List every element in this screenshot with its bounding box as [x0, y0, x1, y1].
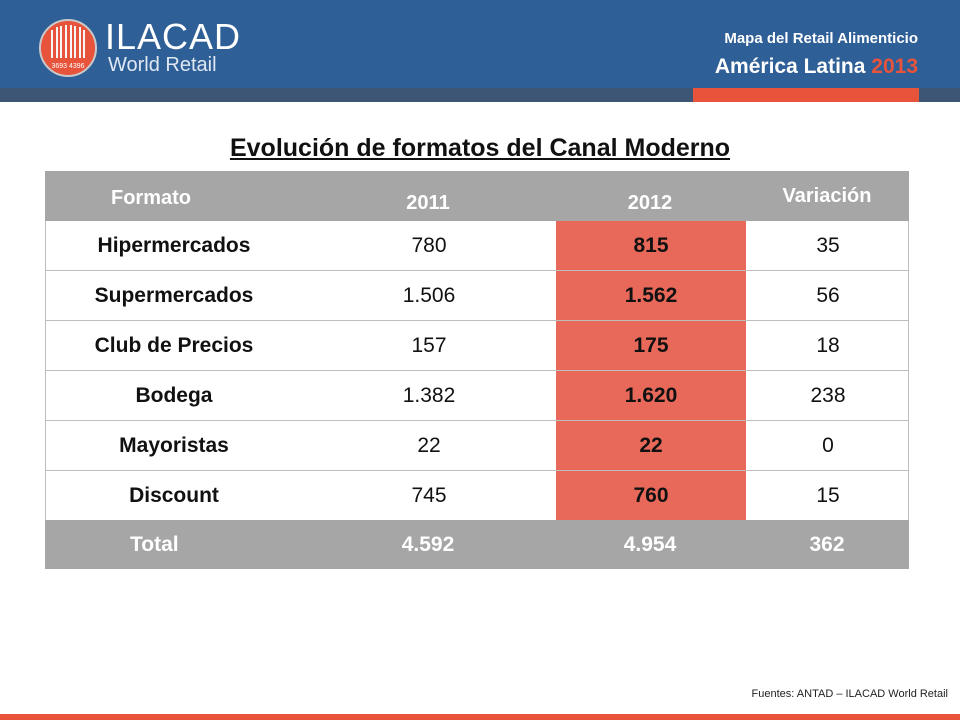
cell-2011: 22	[417, 433, 441, 457]
header-subtitle-year: 2013	[871, 55, 918, 78]
header-accent	[693, 88, 919, 102]
cell-2012: 815	[556, 221, 746, 270]
cell-2012: 1.620	[556, 371, 746, 420]
header-title: Mapa del Retail Alimenticio	[724, 30, 918, 47]
source-note: Fuentes: ANTAD – ILACAD World Retail	[751, 688, 948, 700]
cell-variacion: 56	[816, 283, 840, 307]
header-subtitle: América Latina 2013	[715, 55, 918, 79]
cell-formato: Club de Precios	[94, 333, 254, 357]
cell-variacion: 18	[816, 333, 840, 357]
bottom-bar	[0, 714, 960, 720]
cell-formato: Mayoristas	[119, 433, 229, 457]
total-variacion: 362	[809, 532, 845, 556]
column-header-2011: 2011	[406, 192, 450, 214]
logo-badge: 3693 4396	[51, 63, 84, 70]
header-subtitle-text: América Latina	[714, 55, 866, 78]
cell-2011: 157	[411, 333, 447, 357]
cell-variacion: 238	[810, 383, 846, 407]
table-row: Supermercados 1.506 1.562 56	[45, 271, 909, 321]
ilacad-logo-icon: 3693 4396	[39, 19, 97, 77]
formats-table: Formato 2011 2012 Variación Hipermercado…	[45, 171, 909, 569]
cell-2011: 1.506	[402, 283, 456, 307]
table-total-row: Total 4.592 4.954 362	[45, 520, 909, 569]
cell-variacion: 0	[822, 433, 834, 457]
cell-formato: Discount	[129, 483, 219, 507]
total-2011: 4.592	[401, 532, 455, 556]
table-row: Hipermercados 780 815 35	[45, 221, 909, 271]
table-header-row: Formato 2011 2012 Variación	[45, 171, 909, 221]
column-header-variacion: Variación	[782, 185, 872, 207]
cell-formato: Bodega	[135, 383, 213, 407]
page-title: Evolución de formatos del Canal Moderno	[229, 134, 731, 162]
table-row: Mayoristas 22 22 0	[45, 421, 909, 471]
cell-2012: 175	[556, 321, 746, 370]
table-row: Bodega 1.382 1.620 238	[45, 371, 909, 421]
column-header-2012: 2012	[627, 192, 673, 214]
cell-2012: 760	[556, 471, 746, 520]
cell-variacion: 15	[816, 483, 840, 507]
total-2012: 4.954	[623, 532, 677, 556]
cell-2012: 1.562	[556, 271, 746, 320]
total-label: Total	[130, 532, 179, 556]
cell-2012: 22	[556, 421, 746, 470]
cell-2011: 745	[411, 483, 447, 507]
cell-formato: Hipermercados	[97, 233, 251, 257]
header-bar: 3693 4396 ILACAD World Retail Mapa del R…	[0, 0, 960, 88]
cell-formato: Supermercados	[94, 283, 254, 307]
cell-variacion: 35	[816, 233, 840, 257]
logo-name: ILACAD	[105, 16, 242, 57]
table-row: Club de Precios 157 175 18	[45, 321, 909, 371]
column-header-formato: Formato	[111, 187, 191, 209]
cell-2011: 780	[411, 233, 447, 257]
table-row: Discount 745 760 15	[45, 471, 909, 521]
cell-2011: 1.382	[402, 383, 456, 407]
logo-subtitle: World Retail	[108, 54, 217, 76]
